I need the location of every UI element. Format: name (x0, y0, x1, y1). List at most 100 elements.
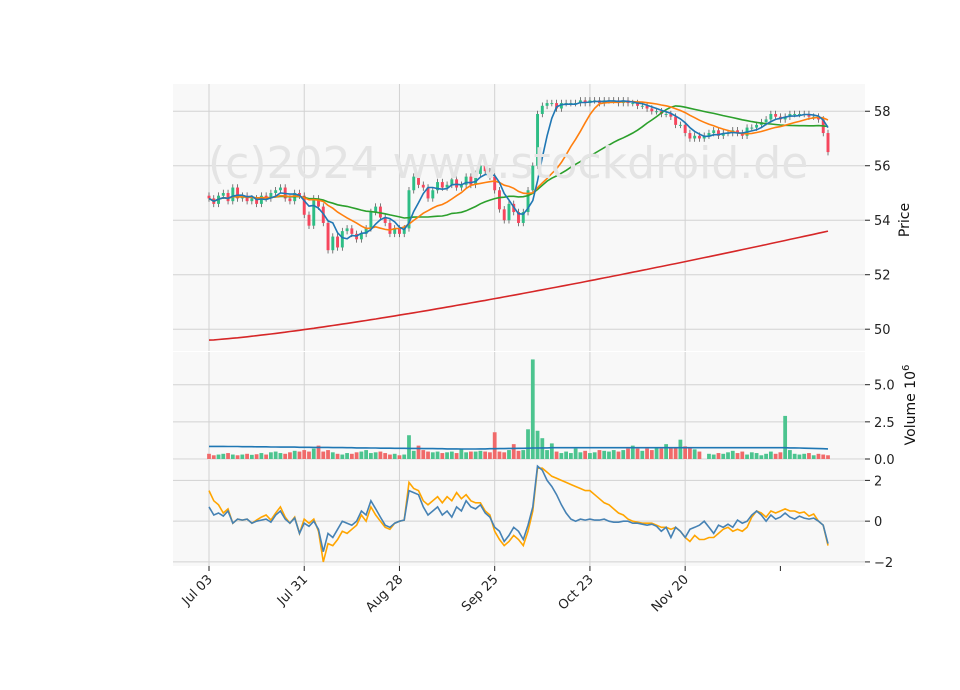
volume-bar (445, 452, 449, 459)
volume-bar (707, 453, 711, 459)
candle-body (364, 228, 368, 234)
candle-body (417, 176, 420, 185)
candle-body (455, 179, 459, 188)
candle-body (497, 190, 501, 210)
candle-body (450, 179, 454, 185)
volume-bar (497, 451, 502, 459)
price-tick-label: 50 (874, 323, 891, 338)
volume-bar (635, 448, 640, 459)
price-tick-label: 58 (874, 105, 891, 120)
volume-bar (716, 453, 721, 459)
volume-bar (330, 452, 335, 459)
candle-body (764, 119, 768, 123)
volume-bar (483, 451, 488, 459)
oscillator-line-blue (208, 464, 829, 552)
volume-bar (283, 453, 288, 459)
volume-bar (516, 450, 521, 459)
volume-bar (264, 454, 269, 459)
candle-body (555, 103, 559, 109)
candle-body (526, 190, 530, 213)
volume-bar (359, 451, 364, 459)
volume-bar (559, 453, 564, 459)
volume-bar (645, 448, 649, 459)
watermark: (c)2024 www.stockdroid.de (208, 138, 808, 189)
volume-bar (369, 453, 373, 459)
candle-body (507, 203, 511, 221)
ma-line-long (208, 105, 829, 219)
volume-bar (797, 454, 802, 459)
volume-bar (668, 447, 673, 459)
x-tick-label: Jul 31 (274, 572, 311, 609)
candle-body (502, 209, 506, 221)
volume-bar (678, 439, 683, 459)
volume-bar (340, 454, 345, 459)
ma-line-mid (208, 100, 829, 231)
volume-bar (254, 454, 259, 459)
ma-line-200 (208, 230, 829, 341)
candle-body (393, 228, 397, 234)
volume-bar (464, 452, 469, 459)
volume-tick-label: 2.5 (874, 416, 895, 431)
volume-bar (664, 444, 668, 459)
volume-bar (245, 453, 249, 459)
price-tick-label: 54 (874, 214, 891, 229)
candle-body (250, 198, 254, 202)
oscillator-tick-label: 2 (874, 474, 882, 489)
volume-bar (259, 453, 264, 459)
candle-body (278, 187, 282, 191)
volume-bar (573, 448, 578, 459)
volume-bar (602, 450, 607, 459)
volume-bar (278, 453, 283, 459)
candle-body (269, 192, 273, 199)
volume-bar (816, 453, 821, 459)
ma-line-short (208, 100, 829, 240)
candle-body (483, 165, 487, 172)
volume-bar (449, 451, 454, 459)
volume-bar (392, 453, 397, 459)
volume-bar (373, 452, 378, 459)
candle-body (826, 133, 830, 153)
candle-body (207, 195, 211, 199)
volume-bar (488, 452, 492, 459)
volume-bar (754, 453, 759, 459)
oscillator-panel-background (173, 460, 865, 566)
candle-body (412, 176, 416, 191)
candle-body (312, 198, 316, 226)
volume-bar (402, 454, 407, 459)
volume-bar (745, 454, 749, 459)
candle-body (669, 113, 673, 117)
candle-body (426, 187, 430, 199)
candle-body (221, 192, 225, 196)
volume-bar (492, 432, 497, 459)
price-panel: 50 52 54 56 58 (173, 84, 891, 351)
candle-body (397, 228, 401, 234)
candle-body (421, 184, 425, 188)
volume-bar (764, 453, 768, 459)
volume-bar (507, 450, 511, 459)
volume-bar (554, 451, 559, 459)
volume-bar (802, 453, 807, 459)
candle-body (493, 176, 497, 191)
volume-bar (383, 453, 388, 459)
volume-bar (345, 453, 349, 459)
volume-bar (416, 445, 421, 459)
volume-bar (811, 455, 816, 459)
candle-body (736, 130, 739, 134)
volume-bar (697, 451, 702, 459)
volume-bar (273, 451, 278, 459)
candle-body (755, 124, 759, 128)
volume-bar (311, 448, 316, 459)
candle-body (302, 195, 306, 215)
volume-bar (521, 450, 526, 459)
candle-body (326, 222, 330, 251)
candle-body (536, 113, 540, 166)
price-tick-label: 52 (874, 269, 891, 284)
volume-bar (249, 454, 254, 459)
volume-bar (568, 453, 573, 459)
candle-body (350, 228, 354, 234)
oscillator-tick-label: −2 (874, 556, 893, 571)
volume-panel-background (173, 352, 865, 459)
candle-body (521, 212, 525, 223)
candle-body (317, 198, 320, 207)
candle-body (769, 113, 773, 120)
